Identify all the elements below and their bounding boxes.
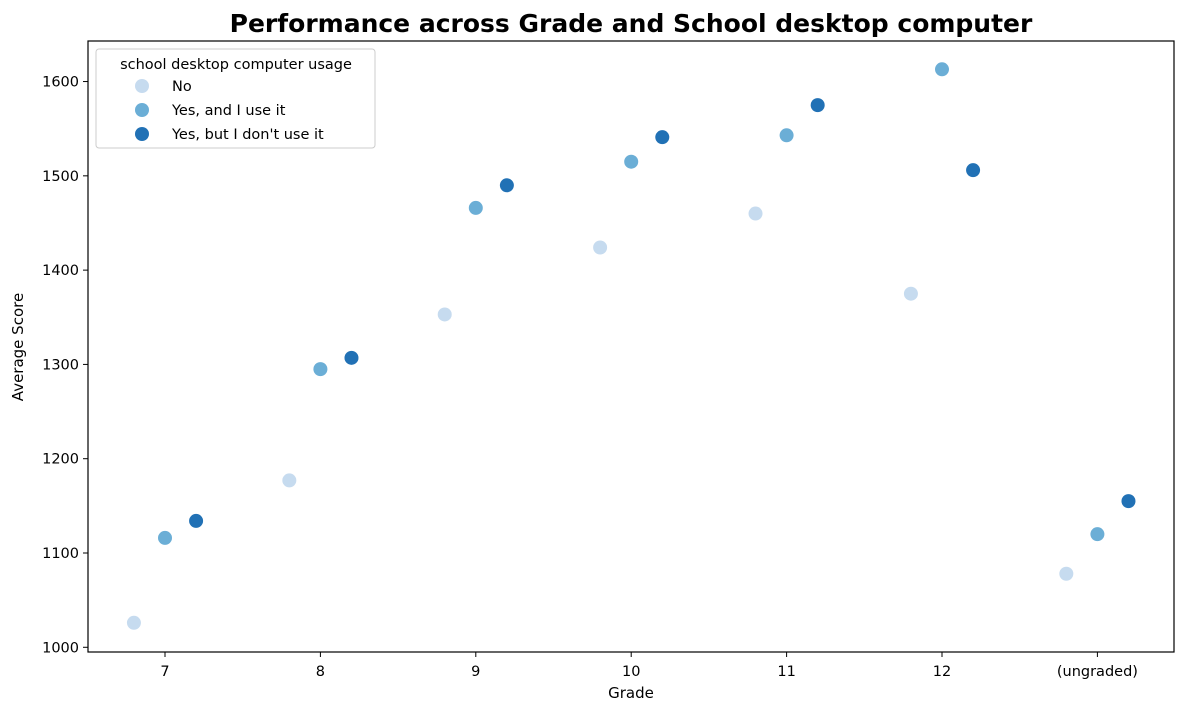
y-tick-label: 1300 xyxy=(42,357,79,373)
x-axis: 7 8 9 10 11 12 (ungraded) xyxy=(160,652,1138,680)
y-tick-label: 1000 xyxy=(42,640,79,656)
y-axis: 1000 1100 1200 1300 1400 1500 1600 xyxy=(42,75,88,656)
x-tick-label: 12 xyxy=(933,664,951,680)
data-point xyxy=(779,128,794,143)
series-group xyxy=(158,62,1105,545)
legend-entry: Yes, and I use it xyxy=(171,103,286,119)
y-tick-label: 1400 xyxy=(42,263,79,279)
x-tick-label: 10 xyxy=(622,664,640,680)
legend-entry: No xyxy=(172,79,192,95)
x-tick-label: 11 xyxy=(777,664,795,680)
data-point xyxy=(935,62,949,77)
data-point xyxy=(282,473,297,488)
series-group xyxy=(126,206,1074,630)
data-point xyxy=(468,200,483,215)
legend-marker xyxy=(135,127,149,141)
x-tick-label: 9 xyxy=(471,664,480,680)
legend-title: school desktop computer usage xyxy=(120,57,352,73)
data-point xyxy=(1121,494,1136,509)
data-point xyxy=(437,307,452,322)
chart-title: Performance across Grade and School desk… xyxy=(230,9,1033,38)
y-tick-label: 1200 xyxy=(42,452,79,468)
legend-marker xyxy=(135,79,149,93)
x-tick-label: 7 xyxy=(160,664,169,680)
x-tick-label: (ungraded) xyxy=(1057,664,1138,680)
legend-box xyxy=(95,48,376,149)
data-point xyxy=(748,206,763,221)
y-axis-label: Average Score xyxy=(9,293,27,401)
data-point xyxy=(655,130,670,145)
data-point xyxy=(810,98,825,113)
x-axis-label: Grade xyxy=(608,684,654,702)
data-point xyxy=(313,362,328,377)
y-tick-label: 1600 xyxy=(42,75,79,91)
data-point xyxy=(158,530,172,545)
y-tick-label: 1100 xyxy=(42,546,79,562)
x-tick-label: 8 xyxy=(316,664,325,680)
plot-area xyxy=(126,62,1136,630)
y-tick-label: 1500 xyxy=(42,169,79,185)
data-point xyxy=(1090,527,1105,542)
legend: school desktop computer usage No Yes, and… xyxy=(95,48,376,149)
data-point xyxy=(624,154,639,169)
series-group xyxy=(189,98,1136,528)
data-point xyxy=(126,615,141,630)
data-point xyxy=(966,163,981,178)
data-point xyxy=(903,286,918,301)
data-point xyxy=(593,240,608,255)
data-point xyxy=(499,178,514,193)
data-point xyxy=(344,350,359,365)
data-point xyxy=(1059,566,1074,581)
data-point xyxy=(189,513,204,528)
legend-marker xyxy=(135,103,149,117)
legend-entry: Yes, but I don't use it xyxy=(171,127,324,143)
